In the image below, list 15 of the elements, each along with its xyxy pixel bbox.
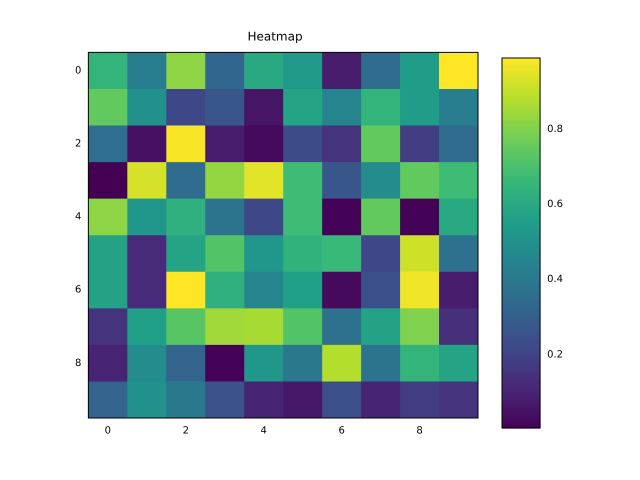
color-bar-label: 0.2	[547, 349, 564, 360]
y-tick-label: 8	[74, 358, 82, 369]
y-tick-label: 2	[74, 138, 82, 150]
y-tick-label: 0	[74, 65, 82, 76]
y-tick-label: 4	[74, 212, 82, 223]
x-tick-label: 4	[260, 426, 267, 437]
chart-title: Heatmap	[247, 29, 303, 44]
y-tick-label: 6	[74, 284, 82, 296]
color-bar-label: 0.6	[547, 199, 564, 210]
color-bar-label: 0.4	[547, 274, 564, 286]
color-bar-label: 0.8	[547, 124, 564, 135]
x-tick-label: 8	[416, 426, 423, 437]
x-tick-label: 6	[338, 426, 345, 437]
x-tick-label: 2	[182, 426, 189, 437]
x-tick-label: 0	[104, 426, 112, 437]
